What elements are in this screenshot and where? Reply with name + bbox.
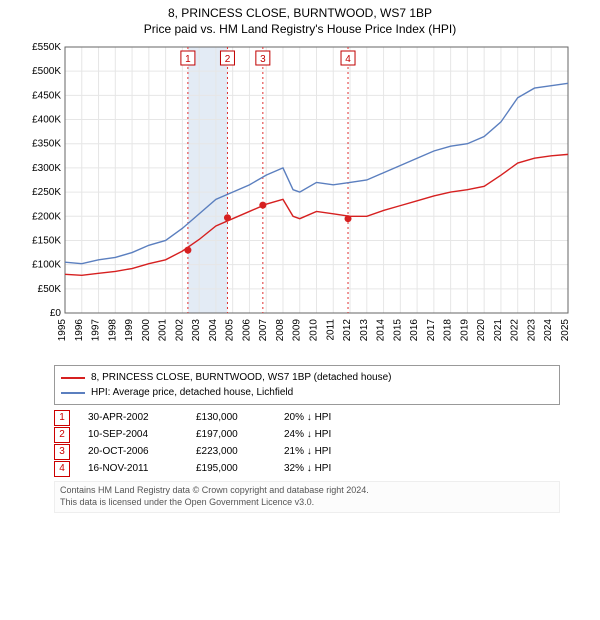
- transaction-date: 10-SEP-2004: [88, 426, 178, 443]
- svg-text:2024: 2024: [543, 319, 554, 342]
- svg-text:2006: 2006: [241, 319, 252, 342]
- svg-text:2010: 2010: [309, 319, 320, 342]
- svg-text:1999: 1999: [124, 319, 135, 342]
- svg-text:2016: 2016: [409, 319, 420, 342]
- svg-text:2025: 2025: [560, 319, 571, 342]
- svg-text:2017: 2017: [426, 319, 437, 342]
- transaction-diff: 20% ↓ HPI: [284, 409, 364, 426]
- transaction-marker: 1: [54, 410, 70, 426]
- transaction-price: £195,000: [196, 460, 266, 477]
- price-chart: £0 £50K £100K £150K £200K £250K £300K £350K £400…: [20, 41, 580, 361]
- svg-text:1: 1: [185, 54, 191, 65]
- svg-text:2004: 2004: [208, 319, 219, 342]
- legend-label: 8, PRINCESS CLOSE, BURNTWOOD, WS7 1BP (d…: [91, 370, 391, 385]
- chart-title: 8, PRINCESS CLOSE, BURNTWOOD, WS7 1BP: [12, 6, 588, 22]
- svg-text:2000: 2000: [141, 319, 152, 342]
- transaction-diff: 32% ↓ HPI: [284, 460, 364, 477]
- svg-text:2002: 2002: [174, 319, 185, 342]
- transaction-date: 16-NOV-2011: [88, 460, 178, 477]
- svg-text:1996: 1996: [74, 319, 85, 342]
- footer-line2: This data is licensed under the Open Gov…: [60, 497, 314, 507]
- transactions-table: 1 30-APR-2002 £130,000 20% ↓ HPI 2 10-SEP-200…: [54, 409, 560, 477]
- transaction-row: 3 20-OCT-2006 £223,000 21% ↓ HPI: [54, 443, 560, 460]
- svg-text:£150K: £150K: [32, 236, 61, 247]
- legend-swatch: [61, 392, 85, 394]
- svg-text:2023: 2023: [526, 319, 537, 342]
- svg-text:£100K: £100K: [32, 260, 61, 271]
- svg-text:2019: 2019: [459, 319, 470, 342]
- transaction-price: £223,000: [196, 443, 266, 460]
- chart-subtitle: Price paid vs. HM Land Registry's House …: [12, 22, 588, 38]
- svg-text:1998: 1998: [107, 319, 118, 342]
- svg-text:2018: 2018: [443, 319, 454, 342]
- svg-text:2003: 2003: [191, 319, 202, 342]
- transaction-diff: 24% ↓ HPI: [284, 426, 364, 443]
- footer-line1: Contains HM Land Registry data © Crown c…: [60, 485, 369, 495]
- svg-text:2020: 2020: [476, 319, 487, 342]
- svg-text:£400K: £400K: [32, 115, 61, 126]
- svg-text:3: 3: [260, 54, 266, 65]
- svg-text:2022: 2022: [510, 319, 521, 342]
- svg-text:2005: 2005: [225, 319, 236, 342]
- svg-text:2009: 2009: [292, 319, 303, 342]
- svg-text:1995: 1995: [57, 319, 68, 342]
- legend-item: HPI: Average price, detached house, Lich…: [61, 385, 553, 400]
- svg-text:2007: 2007: [258, 319, 269, 342]
- svg-text:2015: 2015: [392, 319, 403, 342]
- svg-text:2008: 2008: [275, 319, 286, 342]
- svg-text:2011: 2011: [325, 319, 336, 341]
- transaction-marker: 2: [54, 427, 70, 443]
- svg-text:£550K: £550K: [32, 42, 61, 53]
- svg-text:4: 4: [345, 54, 351, 65]
- transaction-price: £197,000: [196, 426, 266, 443]
- transaction-marker: 4: [54, 461, 70, 477]
- legend-label: HPI: Average price, detached house, Lich…: [91, 385, 293, 400]
- svg-text:£450K: £450K: [32, 91, 61, 102]
- svg-text:£0: £0: [50, 308, 62, 319]
- svg-text:2012: 2012: [342, 319, 353, 342]
- svg-text:2014: 2014: [376, 319, 387, 342]
- svg-text:£500K: £500K: [32, 66, 61, 77]
- transaction-date: 20-OCT-2006: [88, 443, 178, 460]
- svg-text:£200K: £200K: [32, 211, 61, 222]
- svg-text:1997: 1997: [91, 319, 102, 342]
- transaction-diff: 21% ↓ HPI: [284, 443, 364, 460]
- svg-text:£300K: £300K: [32, 163, 61, 174]
- footer-attribution: Contains HM Land Registry data © Crown c…: [54, 481, 560, 512]
- svg-text:2021: 2021: [493, 319, 504, 342]
- transaction-price: £130,000: [196, 409, 266, 426]
- svg-text:2: 2: [225, 54, 231, 65]
- svg-text:£50K: £50K: [38, 284, 62, 295]
- transaction-row: 4 16-NOV-2011 £195,000 32% ↓ HPI: [54, 460, 560, 477]
- transaction-marker: 3: [54, 444, 70, 460]
- svg-text:2001: 2001: [158, 319, 169, 342]
- transaction-date: 30-APR-2002: [88, 409, 178, 426]
- legend: 8, PRINCESS CLOSE, BURNTWOOD, WS7 1BP (d…: [54, 365, 560, 405]
- transaction-row: 1 30-APR-2002 £130,000 20% ↓ HPI: [54, 409, 560, 426]
- legend-swatch: [61, 377, 85, 379]
- svg-text:£350K: £350K: [32, 139, 61, 150]
- svg-text:£250K: £250K: [32, 187, 61, 198]
- svg-text:2013: 2013: [359, 319, 370, 342]
- transaction-row: 2 10-SEP-2004 £197,000 24% ↓ HPI: [54, 426, 560, 443]
- legend-item: 8, PRINCESS CLOSE, BURNTWOOD, WS7 1BP (d…: [61, 370, 553, 385]
